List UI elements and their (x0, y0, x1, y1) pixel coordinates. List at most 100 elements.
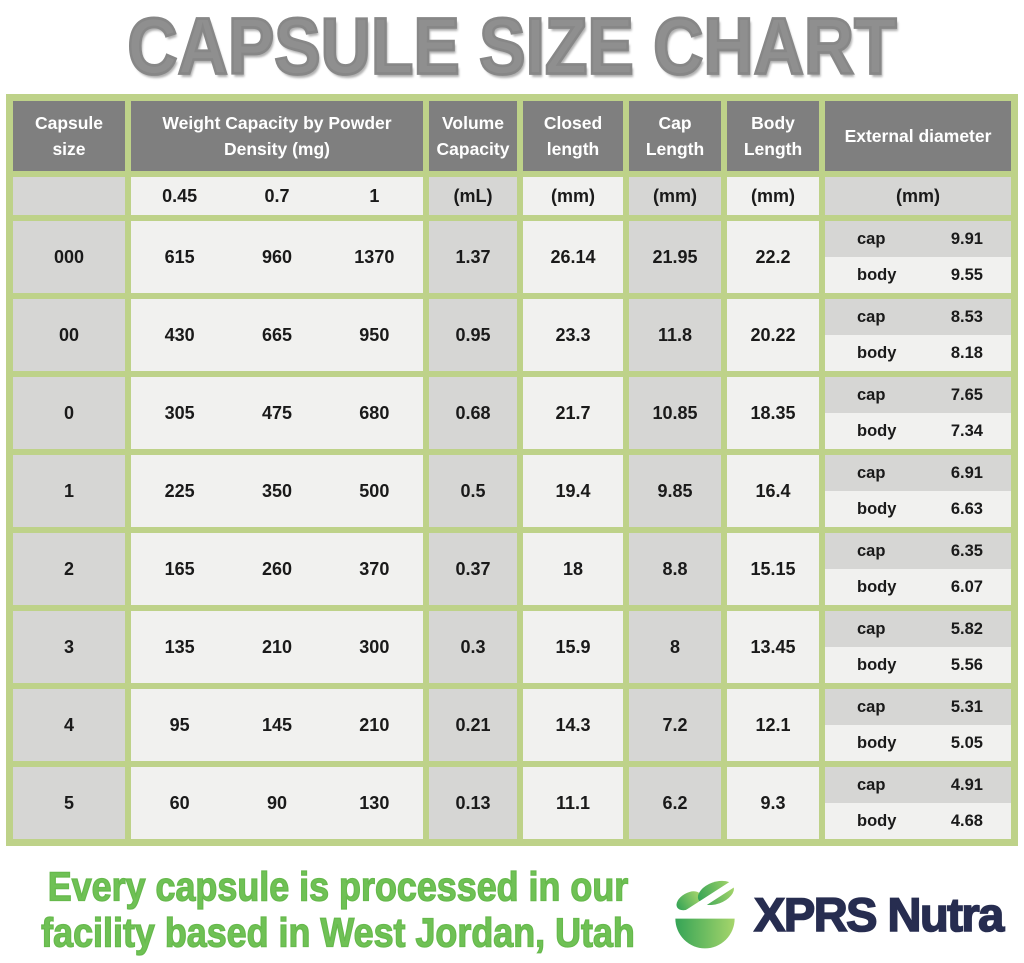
external-cap-value: 8.53 (950, 307, 983, 326)
table-row: 00 430 665 950 0.95 23.3 11.8 20.22 cap … (13, 299, 1011, 371)
closed-length-value: 26.14 (550, 246, 596, 267)
weight-045-value: 615 (164, 246, 195, 267)
cap-length-cell: 8.8 (629, 533, 721, 605)
header-cap-length: Cap Length (629, 101, 721, 171)
closed-length-cell: 26.14 (523, 221, 623, 293)
density-07: 0.7 (264, 185, 290, 206)
unit-closed-length: (mm) (523, 177, 623, 215)
external-cap-value: 6.91 (950, 463, 983, 482)
closed-length-value: 19.4 (555, 480, 591, 501)
weight-07-value: 350 (261, 480, 293, 501)
weight-045-value: 430 (164, 324, 195, 345)
external-body-value: 7.34 (950, 421, 983, 440)
header-capsule-size: Capsule size (13, 101, 125, 171)
volume-value: 0.37 (455, 558, 491, 579)
body-length-cell: 12.1 (727, 689, 819, 761)
weight-1-value: 500 (359, 480, 390, 501)
body-length-value: 22.2 (755, 246, 791, 267)
table-header-row: Capsule size Weight Capacity by Powder D… (13, 101, 1011, 171)
body-length-cell: 22.2 (727, 221, 819, 293)
body-length-cell: 13.45 (727, 611, 819, 683)
weight-capacity-cell: 430 665 950 (131, 299, 423, 371)
capsule-size-cell: 3 (13, 611, 125, 683)
weight-1-value: 950 (359, 324, 390, 345)
cap-length-value: 21.95 (652, 246, 698, 267)
capsule-size-value: 5 (63, 792, 74, 813)
closed-length-value: 15.9 (555, 636, 591, 657)
cap-label: cap (857, 775, 886, 794)
external-cap-subrow: cap 6.91 (825, 455, 1011, 491)
volume-capacity-cell: 0.37 (429, 533, 517, 605)
unit-body-length: (mm) (727, 177, 819, 215)
volume-value: 0.21 (455, 714, 491, 735)
mortar-leaf-logo-icon (675, 879, 739, 949)
closed-length-cell: 11.1 (523, 767, 623, 839)
unit-powder-densities: 0.45 0.7 1 (131, 177, 423, 215)
volume-capacity-cell: 0.5 (429, 455, 517, 527)
external-body-value: 9.55 (950, 265, 983, 284)
capsule-size-cell: 2 (13, 533, 125, 605)
external-cap-subrow: cap 4.91 (825, 767, 1011, 803)
capsule-size-value: 000 (53, 246, 85, 267)
volume-capacity-cell: 0.68 (429, 377, 517, 449)
volume-capacity-cell: 0.3 (429, 611, 517, 683)
tagline-line-2: facility based in West Jordan, Utah (41, 909, 636, 956)
table-row: 2 165 260 370 0.37 18 8.8 15.15 cap 6.35… (13, 533, 1011, 605)
capsule-size-cell: 1 (13, 455, 125, 527)
body-label: body (857, 733, 897, 752)
cap-length-value: 9.85 (657, 480, 693, 501)
body-label: body (857, 499, 897, 518)
volume-value: 0.3 (460, 636, 486, 657)
external-cap-subrow: cap 8.53 (825, 299, 1011, 335)
weight-045-value: 60 (169, 792, 190, 813)
density-045: 0.45 (162, 185, 198, 206)
unit-volume: (mL) (429, 177, 517, 215)
weight-1-value: 300 (359, 636, 390, 657)
weight-07-value: 475 (261, 402, 293, 423)
brand-name: XPRS Nutra (753, 887, 1005, 942)
weight-07-value: 260 (261, 558, 293, 579)
table-row: 1 225 350 500 0.5 19.4 9.85 16.4 cap 6.9… (13, 455, 1011, 527)
weight-1-value: 1370 (354, 246, 395, 267)
external-cap-value: 5.31 (950, 697, 983, 716)
cap-length-cell: 10.85 (629, 377, 721, 449)
header-body-length: Body Length (727, 101, 819, 171)
external-body-subrow: body 4.68 (825, 803, 1011, 839)
cap-length-cell: 21.95 (629, 221, 721, 293)
body-length-cell: 16.4 (727, 455, 819, 527)
external-diameter-cell: cap 9.91 body 9.55 (825, 221, 1011, 293)
external-cap-value: 5.82 (950, 619, 983, 638)
volume-capacity-cell: 0.21 (429, 689, 517, 761)
external-cap-subrow: cap 9.91 (825, 221, 1011, 257)
external-cap-subrow: cap 5.31 (825, 689, 1011, 725)
cap-length-cell: 9.85 (629, 455, 721, 527)
cap-label: cap (857, 307, 886, 326)
external-diameter-cell: cap 5.82 body 5.56 (825, 611, 1011, 683)
footer-tagline: Every capsule is processed in our facili… (18, 863, 658, 956)
body-label: body (857, 811, 897, 830)
body-label: body (857, 655, 897, 674)
closed-length-value: 14.3 (555, 714, 591, 735)
weight-1-value: 130 (359, 792, 390, 813)
volume-value: 0.95 (455, 324, 491, 345)
body-length-cell: 9.3 (727, 767, 819, 839)
cap-label: cap (857, 385, 886, 404)
external-cap-value: 9.91 (950, 229, 983, 248)
capsule-size-cell: 4 (13, 689, 125, 761)
cap-label: cap (857, 541, 886, 560)
cap-length-value: 8 (669, 636, 680, 657)
cap-length-value: 10.85 (652, 402, 698, 423)
weight-capacity-cell: 135 210 300 (131, 611, 423, 683)
table-row: 5 60 90 130 0.13 11.1 6.2 9.3 cap 4.91 b… (13, 767, 1011, 839)
cap-label: cap (857, 697, 886, 716)
volume-capacity-cell: 0.95 (429, 299, 517, 371)
table-row: 4 95 145 210 0.21 14.3 7.2 12.1 cap 5.31… (13, 689, 1011, 761)
closed-length-cell: 14.3 (523, 689, 623, 761)
body-length-value: 9.3 (760, 792, 786, 813)
cap-label: cap (857, 229, 886, 248)
capsule-size-value: 1 (63, 480, 74, 501)
external-body-subrow: body 7.34 (825, 413, 1011, 449)
external-cap-value: 6.35 (950, 541, 983, 560)
external-body-subrow: body 5.56 (825, 647, 1011, 683)
cap-label: cap (857, 463, 886, 482)
